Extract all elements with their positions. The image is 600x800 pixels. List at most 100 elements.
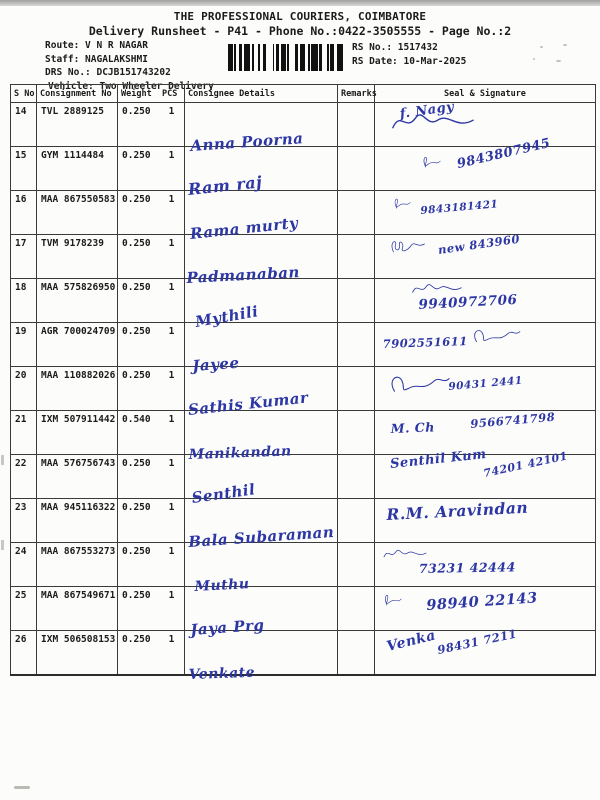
pcs-value: 1 (168, 546, 175, 557)
pcs-value: 1 (168, 634, 175, 645)
pcs-value: 1 (168, 106, 175, 117)
signature-phone-handwriting: new 843960 (437, 231, 521, 257)
pcs-value: 1 (168, 326, 175, 337)
consignment-no-cell: MAA 867553273 (36, 542, 118, 587)
weight-pcs-cell: 0.250 1 (117, 234, 185, 279)
weight-pcs-cell: 0.250 1 (117, 322, 185, 367)
consignee-cell: Ram raj (184, 146, 338, 199)
sno-cell: 24 (10, 542, 37, 587)
table-row: 14 TVL 2889125 0.250 1 Anna Poorna f. Nagy (10, 100, 596, 155)
weight-value: 0.250 (122, 238, 151, 249)
weight-pcs-cell: 0.250 1 (117, 454, 185, 499)
signature-phone-handwriting: 74201 42101 (482, 449, 569, 480)
barcode-bar (258, 44, 260, 71)
consignee-cell: Venkate (184, 630, 338, 683)
signature-phone-handwriting: 98431 7211 (436, 626, 519, 657)
weight-pcs-cell: 0.250 1 (117, 278, 185, 323)
scan-edge-artifact (0, 0, 600, 6)
signature-phone-handwriting: 73231 42444 (418, 559, 516, 576)
pcs-value: 1 (168, 502, 175, 513)
weight-value: 0.250 (122, 326, 151, 337)
company-title: THE PROFESSIONAL COURIERS, COIMBATORE (173, 10, 427, 23)
table-row: 16 MAA 867550583 0.250 1 Rama murty 984318142… (10, 190, 596, 243)
remarks-cell (337, 366, 375, 411)
weight-value: 0.250 (122, 634, 151, 645)
remarks-cell (337, 190, 375, 235)
seal-signature-cell: R.M. Aravindan (374, 498, 596, 543)
signature-scribble (385, 595, 402, 606)
table-row: 20 MAA 110882026 0.250 1 Sathis Kumar 90431 2… (10, 366, 596, 419)
barcode-icon (228, 44, 345, 71)
column-header-remarks: Remarks (337, 84, 377, 103)
sno-cell: 20 (10, 366, 37, 411)
column-header-seal: Seal & Signature (374, 84, 596, 103)
remarks-cell (337, 146, 375, 191)
rs-info-block: RS No.: 1517432 RS Date: 10-Mar-2025 (352, 41, 466, 69)
weight-value: 0.250 (122, 458, 151, 469)
barcode-bar (234, 44, 236, 71)
sno-cell: 19 (10, 322, 37, 367)
remarks-cell (337, 278, 375, 323)
column-header-weight: Weight (121, 89, 152, 99)
signature-scribble (383, 549, 427, 558)
remarks-cell (337, 234, 375, 279)
barcode-bar (330, 44, 334, 71)
consignment-no-cell: MAA 867550583 (36, 190, 118, 235)
weight-pcs-cell: 0.250 1 (117, 586, 185, 631)
consignment-no-cell: IXM 507911442 (36, 410, 118, 455)
weight-value: 0.250 (122, 590, 151, 601)
barcode-bar (280, 44, 286, 71)
sno-cell: 16 (10, 190, 37, 235)
consignee-cell: Rama murty (184, 190, 338, 243)
signature-scribble (391, 376, 450, 392)
weight-value: 0.250 (122, 194, 151, 205)
meta-line: Staff: NAGALAKSHMI (45, 53, 148, 65)
weight-pcs-cell: 0.250 1 (117, 630, 185, 676)
consignee-cell: Padmanaban (184, 234, 338, 287)
pcs-value: 1 (168, 282, 175, 293)
scan-edge-artifact (1, 540, 4, 550)
runsheet-table: S No Consignment No Weight PCS Consignee… (10, 84, 596, 683)
remarks-cell (337, 630, 375, 676)
consignment-no-cell: MAA 575826950 (36, 278, 118, 323)
signature-scribble (392, 114, 474, 129)
table-row: 21 IXM 507911442 0.540 1 Manikandan M. Ch 9566… (10, 410, 596, 463)
table-row: 26 IXM 506508153 0.250 1 Venkate Venka 98431 7… (10, 626, 596, 683)
consignee-cell: Bala Subaraman (184, 498, 338, 551)
pcs-value: 1 (168, 370, 175, 381)
sno-cell: 26 (10, 630, 37, 676)
seal-signature-cell: 9843807945 (374, 136, 596, 191)
consignment-no-cell: MAA 867549671 (36, 586, 118, 631)
consignment-no-cell: MAA 945116322 (36, 498, 118, 543)
remarks-cell (337, 586, 375, 631)
weight-pcs-cell: 0.250 1 (117, 498, 185, 543)
meta-line: DRS No.: DCJB151743202 (45, 67, 171, 78)
consignee-cell: Manikandan (184, 410, 338, 463)
signature-phone-handwriting: 98940 22143 (425, 589, 539, 614)
table-row: 17 TVM 9178239 0.250 1 Padmanaban new 843960 (10, 231, 596, 287)
barcode-gap (343, 44, 345, 71)
signature-scribble (474, 330, 521, 343)
sno-cell: 22 (10, 454, 37, 499)
signature-phone-handwriting: 90431 2441 (447, 374, 524, 393)
scan-edge-artifact (1, 455, 4, 465)
sno-cell: 23 (10, 498, 37, 543)
column-header-pcs: PCS (161, 89, 178, 99)
consignment-no-cell: TVM 9178239 (36, 234, 118, 279)
pcs-value: 1 (168, 458, 175, 469)
weight-value: 0.250 (122, 370, 151, 381)
column-header-weight-pcs: Weight PCS (117, 84, 185, 103)
weight-pcs-cell: 0.250 1 (117, 146, 185, 191)
weight-pcs-cell: 0.250 1 (117, 190, 185, 235)
weight-pcs-cell: 0.250 1 (117, 102, 185, 147)
weight-pcs-cell: 0.250 1 (117, 366, 185, 411)
signature-scribble (423, 156, 441, 168)
signature-phone-handwriting: 7902551611 (382, 334, 468, 351)
scan-speck (563, 44, 567, 46)
consignment-no-cell: IXM 506508153 (36, 630, 118, 676)
consignment-no-cell: GYM 1114484 (36, 146, 118, 191)
seal-signature-cell: 98940 22143 (374, 586, 596, 631)
consignee-cell: Muthu (184, 542, 338, 595)
barcode-bar (336, 44, 344, 71)
